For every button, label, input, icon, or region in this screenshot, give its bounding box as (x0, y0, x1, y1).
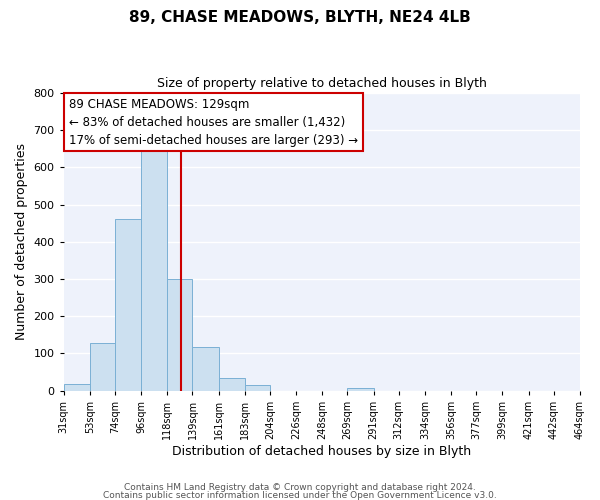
Bar (90, 343, 115, 390)
Bar (167, 279, 193, 390)
Text: 89 CHASE MEADOWS: 129sqm
← 83% of detached houses are smaller (1,432)
17% of sem: 89 CHASE MEADOWS: 129sqm ← 83% of detach… (69, 98, 358, 146)
Text: Contains public sector information licensed under the Open Government Licence v3: Contains public sector information licen… (103, 490, 497, 500)
Bar (347, 388, 374, 390)
Y-axis label: Number of detached properties: Number of detached properties (15, 144, 28, 340)
Bar (219, 378, 245, 390)
Title: Size of property relative to detached houses in Blyth: Size of property relative to detached ho… (157, 78, 487, 90)
Bar (64, 384, 90, 390)
Bar (245, 386, 270, 390)
Bar (141, 144, 167, 390)
Text: Contains HM Land Registry data © Crown copyright and database right 2024.: Contains HM Land Registry data © Crown c… (124, 484, 476, 492)
Bar (193, 346, 219, 391)
Bar (115, 220, 141, 390)
Text: 89, CHASE MEADOWS, BLYTH, NE24 4LB: 89, CHASE MEADOWS, BLYTH, NE24 4LB (129, 10, 471, 25)
X-axis label: Distribution of detached houses by size in Blyth: Distribution of detached houses by size … (172, 444, 472, 458)
